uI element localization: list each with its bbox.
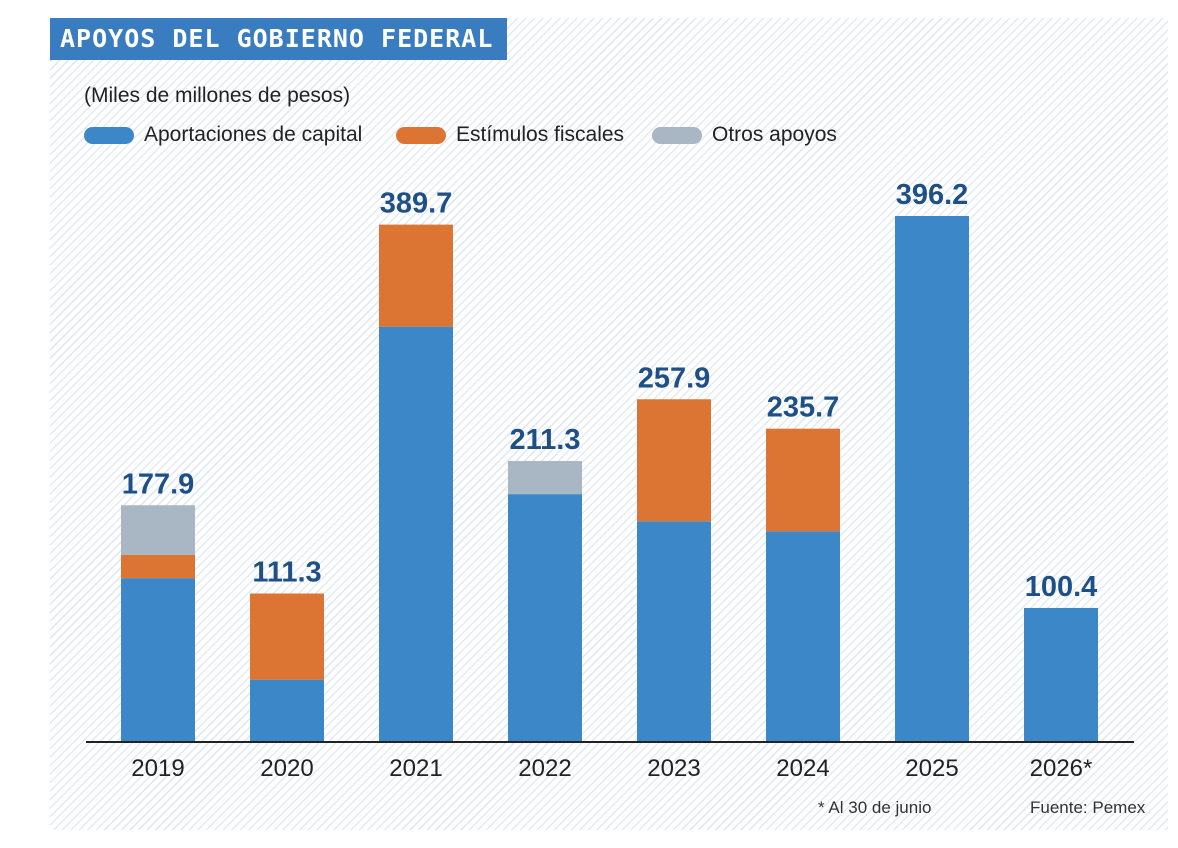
total-label-2022: 211.3 xyxy=(510,424,581,456)
x-tick-label-2020: 2020 xyxy=(260,755,313,782)
legend-label-otros: Otros apoyos xyxy=(712,123,837,146)
legend-label-estimulos: Estímulos fiscales xyxy=(456,123,625,146)
x-tick-label-2025: 2025 xyxy=(905,755,958,782)
bar-otros-2022 xyxy=(508,461,582,495)
legend-item-estimulos: Estímulos fiscales xyxy=(396,120,624,150)
total-label-2026: 100.4 xyxy=(1025,571,1098,603)
bar-aportaciones-2024 xyxy=(766,531,840,741)
bar-aportaciones-2026 xyxy=(1024,607,1098,741)
legend-item-aportaciones: Aportaciones de capital xyxy=(84,120,362,150)
total-label-2024: 235.7 xyxy=(767,392,840,424)
x-tick-label-2026: 2026* xyxy=(1030,755,1093,782)
total-label-2025: 396.2 xyxy=(896,179,969,211)
x-tick-label-2023: 2023 xyxy=(647,755,700,782)
legend-item-otros: Otros apoyos xyxy=(652,120,837,150)
footnote: * Al 30 de junio xyxy=(818,798,932,817)
bar-aportaciones-2019 xyxy=(121,578,195,741)
bar-aportaciones-2022 xyxy=(508,494,582,741)
units-label: (Miles de millones de pesos) xyxy=(84,84,351,107)
chart-title: APOYOS DEL GOBIERNO FEDERAL xyxy=(50,18,508,60)
bar-otros-2019 xyxy=(121,505,195,555)
source-note: Fuente: Pemex xyxy=(1030,798,1146,817)
legend-label-aportaciones: Aportaciones de capital xyxy=(144,123,363,146)
total-label-2020: 111.3 xyxy=(252,557,321,589)
bar-estimulos-2023 xyxy=(637,399,711,522)
x-tick-label-2024: 2024 xyxy=(776,755,829,782)
bar-aportaciones-2020 xyxy=(250,679,324,741)
total-label-2019: 177.9 xyxy=(122,468,195,500)
legend-swatch-estimulos xyxy=(396,126,446,144)
legend-swatch-aportaciones xyxy=(84,126,134,144)
x-tick-label-2022: 2022 xyxy=(518,755,571,782)
bar-aportaciones-2023 xyxy=(637,521,711,741)
bar-estimulos-2020 xyxy=(250,593,324,680)
chart-panel xyxy=(50,18,1168,830)
legend-swatch-otros xyxy=(652,126,702,144)
bar-aportaciones-2021 xyxy=(379,326,453,741)
total-label-2023: 257.9 xyxy=(638,362,711,394)
bar-estimulos-2019 xyxy=(121,554,195,579)
bar-estimulos-2021 xyxy=(379,224,453,327)
bar-aportaciones-2025 xyxy=(895,216,969,741)
bar-estimulos-2024 xyxy=(766,428,840,532)
x-tick-label-2021: 2021 xyxy=(389,755,442,782)
x-tick-label-2019: 2019 xyxy=(131,755,184,782)
total-label-2021: 389.7 xyxy=(380,188,453,220)
